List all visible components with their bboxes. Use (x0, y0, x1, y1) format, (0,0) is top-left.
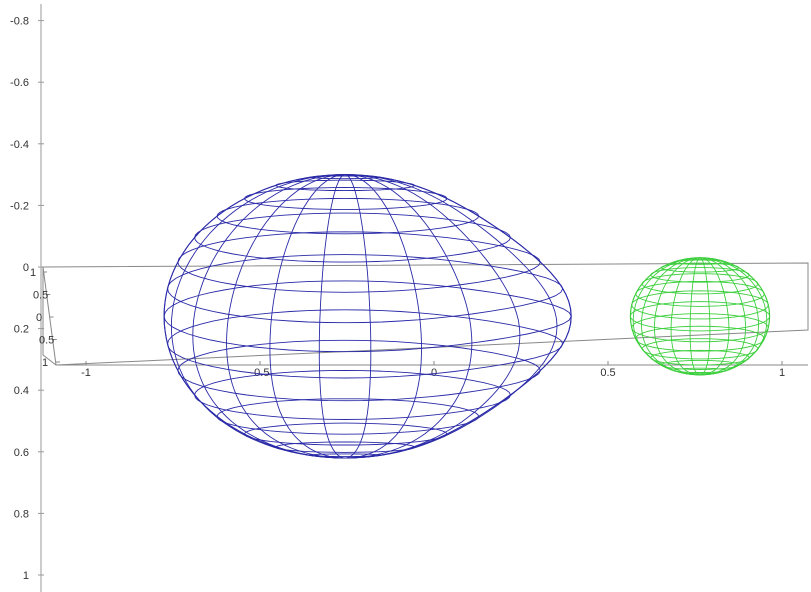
vertical-tick-label: -0.4 (10, 139, 29, 151)
depth-axis-ticks: 1 0.5 0 0.5 1 (30, 267, 60, 369)
meshes (163, 174, 771, 459)
vertical-tick-label: 0.6 (14, 447, 29, 459)
mesh-parallel (672, 367, 728, 373)
vertical-tick-label: 0.8 (14, 508, 29, 520)
mesh-meridian (689, 257, 701, 376)
vertical-tick-label: 1 (23, 570, 29, 582)
ellipsoid-mesh (629, 257, 771, 376)
vertical-tick-label: -0.8 (10, 16, 29, 28)
mesh-parallel (631, 290, 769, 320)
depth-tick-label: 1 (30, 267, 36, 279)
vertical-tick-label: 0.4 (14, 385, 29, 397)
mesh-meridian (699, 257, 711, 376)
mesh-parallel (275, 441, 415, 453)
vertical-tick-label: 0.2 (14, 324, 29, 336)
mesh-meridian (269, 174, 346, 459)
mesh-parallel (216, 197, 480, 235)
horizontal-tick-label: -0.5 (251, 367, 270, 379)
mesh-meridian (344, 174, 372, 459)
mesh-meridian (163, 174, 346, 459)
horizontal-axis-ticks: -1 -0.5 0 0.5 1 (81, 361, 785, 379)
depth-tick-label: 0.5 (33, 290, 48, 302)
mesh-meridian (170, 174, 346, 459)
mesh-meridian (344, 174, 423, 459)
mesh-outline (163, 174, 572, 459)
mesh-meridian (699, 257, 730, 376)
vertical-tick-label: 0 (23, 262, 29, 274)
mesh-parallel (650, 267, 750, 283)
depth-tick-label: 1 (42, 357, 48, 369)
depth-tick-label: 0 (36, 312, 42, 324)
horizontal-tick-label: -1 (81, 367, 91, 379)
mesh-outline (629, 257, 771, 376)
bounding-box-left-edge (42, 266, 57, 366)
vertical-tick-label: -0.6 (10, 77, 29, 89)
mesh-meridian (670, 257, 701, 376)
horizontal-tick-label: 1 (779, 367, 785, 379)
vertical-tick-label: -0.2 (10, 200, 29, 212)
depth-tick-label: 0.5 (39, 335, 54, 347)
horizontal-tick-label: 0.5 (600, 367, 615, 379)
teardrop-mesh (163, 174, 572, 459)
mesh-meridian (344, 174, 572, 459)
horizontal-tick-label: 0 (431, 367, 437, 379)
mesh-meridian (318, 174, 346, 459)
mesh-parallel (631, 313, 769, 343)
